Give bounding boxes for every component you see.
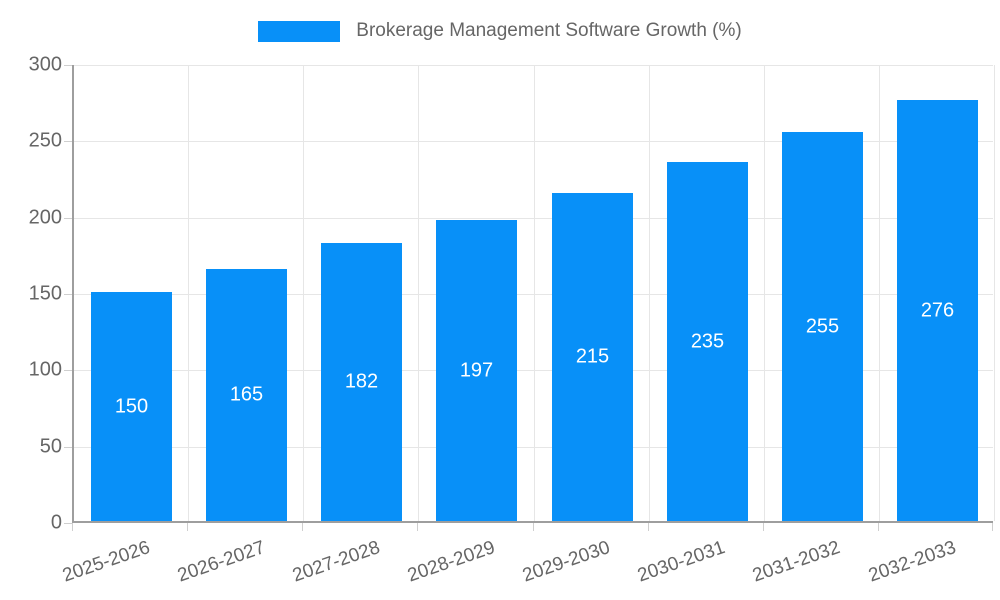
x-axis-tick-label: 2025-2026 [59, 537, 153, 587]
x-tick-mark [302, 523, 304, 531]
y-tick-mark [64, 294, 72, 295]
x-gridline [878, 65, 880, 521]
bar[interactable]: 255 [782, 132, 863, 521]
bar-value-label: 215 [575, 345, 610, 368]
y-tick-mark [64, 446, 72, 448]
y-tick-mark [64, 523, 72, 524]
chart-legend[interactable]: Brokerage Management Software Growth (%) [0, 20, 1000, 42]
bar-value-label: 150 [114, 395, 149, 417]
y-tick-mark [64, 370, 72, 372]
plot-area: 150 165 182 197 215 235 255 276 [72, 65, 995, 523]
y-axis-tick-label: 200 [28, 206, 62, 229]
x-tick-mark [762, 523, 764, 531]
x-gridline [994, 65, 995, 521]
x-gridline [418, 65, 420, 521]
x-gridline [303, 65, 305, 521]
bar[interactable]: 182 [321, 243, 402, 521]
bar[interactable]: 150 [91, 292, 172, 521]
y-axis-tick-label: 100 [28, 358, 62, 381]
x-axis-tick-label: 2031-2032 [750, 537, 844, 587]
bar-value-label: 276 [920, 299, 955, 321]
bar-value-label: 255 [805, 315, 840, 337]
bar-value-label: 165 [229, 383, 264, 406]
x-tick-mark [992, 523, 993, 531]
x-gridline [648, 65, 650, 521]
x-axis-tick-label: 2026-2027 [174, 537, 268, 587]
bar[interactable]: 165 [206, 269, 287, 521]
x-tick-mark [72, 523, 73, 531]
bar[interactable]: 215 [552, 193, 633, 521]
y-tick-mark [64, 141, 72, 143]
bar-value-label: 182 [344, 370, 379, 393]
y-axis-tick-label: 300 [28, 53, 62, 76]
legend-swatch [258, 20, 341, 42]
y-axis-tick-label: 0 [50, 511, 62, 534]
x-axis-tick-label: 2032-2033 [865, 537, 959, 587]
bar[interactable]: 197 [436, 220, 517, 521]
bar[interactable]: 276 [897, 100, 978, 521]
x-gridline [188, 65, 190, 521]
x-gridline [763, 65, 765, 521]
bar-value-label: 197 [459, 359, 494, 381]
x-axis-tick-label: 2029-2030 [520, 537, 613, 587]
y-axis-tick-label: 50 [39, 435, 62, 458]
x-tick-mark [647, 523, 649, 531]
x-axis-tick-label: 2030-2031 [635, 537, 729, 587]
bar-value-label: 235 [690, 330, 725, 352]
x-axis-tick-label: 2028-2029 [405, 537, 498, 587]
y-axis-tick-label: 150 [28, 282, 62, 305]
y-axis-tick-label: 250 [28, 129, 62, 152]
x-axis-tick-label: 2027-2028 [289, 537, 383, 587]
x-tick-mark [187, 523, 189, 531]
bar[interactable]: 235 [667, 162, 748, 521]
x-tick-mark [532, 523, 534, 531]
x-gridline [533, 65, 535, 521]
y-tick-mark [64, 217, 72, 219]
x-tick-mark [877, 523, 879, 531]
x-tick-mark [417, 523, 419, 531]
y-tick-mark [64, 65, 72, 66]
legend-label: Brokerage Management Software Growth (%) [356, 20, 742, 41]
